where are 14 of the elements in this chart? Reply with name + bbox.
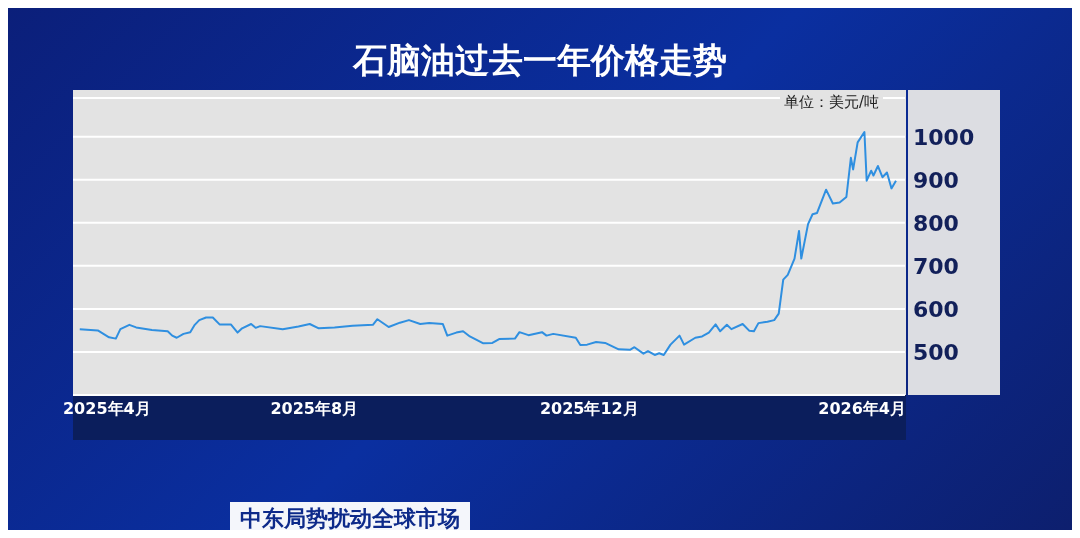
- line-series: [78, 131, 897, 356]
- y-tick-label: 500: [913, 339, 959, 365]
- x-tick-label: 2025年4月: [62, 399, 151, 419]
- chart-title: 石脑油过去一年价格走势: [351, 39, 728, 82]
- y-tick-label: 600: [913, 296, 959, 322]
- x-tick-label: 2025年8月: [270, 399, 359, 419]
- y-tick-label: 800: [913, 210, 959, 236]
- x-tick-label: 2025年12月: [539, 399, 639, 419]
- y-tick-label: 1000: [913, 124, 975, 150]
- y-tick-label: 900: [913, 167, 959, 193]
- y-tick-label: 700: [913, 253, 959, 279]
- y-axis-title: 单位：美元/吨: [780, 92, 884, 113]
- x-tick-label: 2026年4月: [818, 399, 906, 419]
- text: 中东局势扰动全球市场: [239, 505, 461, 532]
